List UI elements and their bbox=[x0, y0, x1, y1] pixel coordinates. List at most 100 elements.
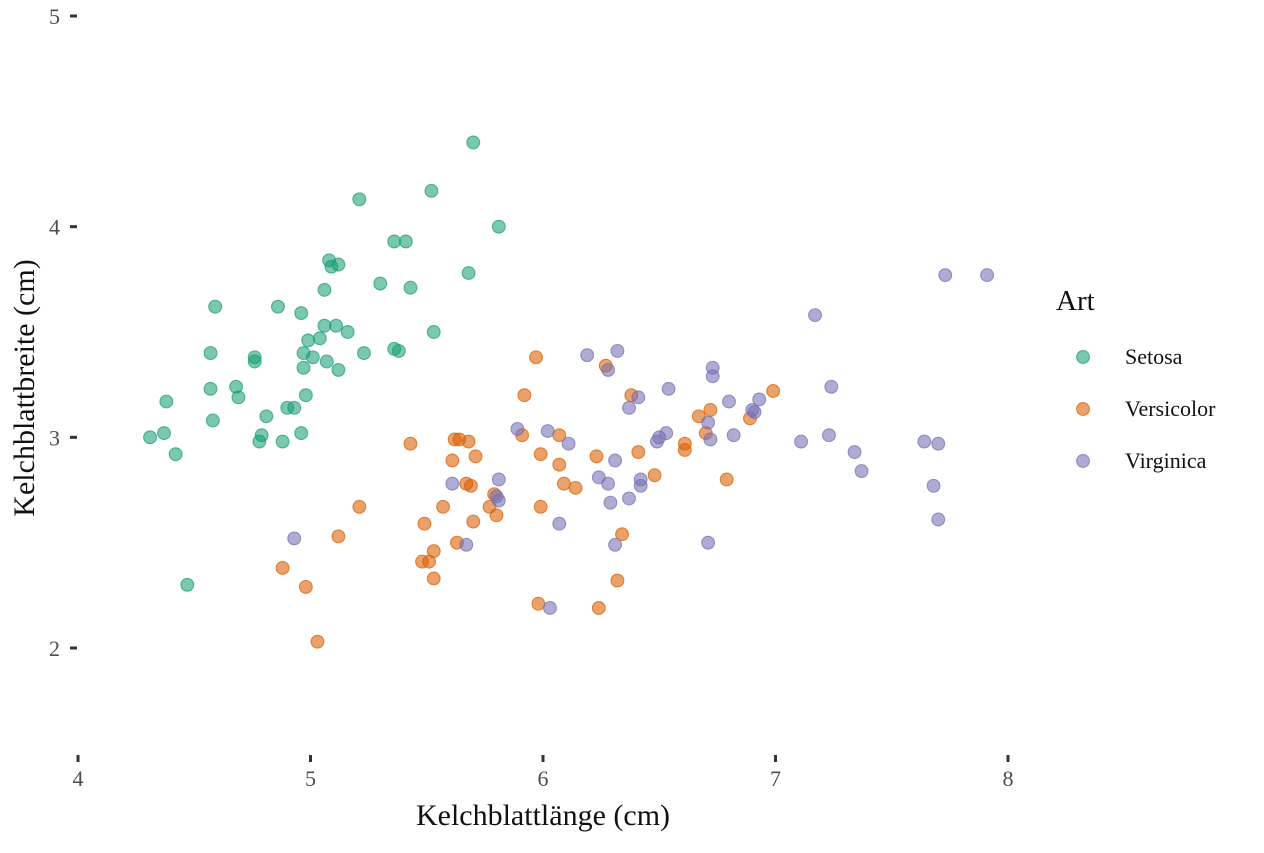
data-point bbox=[766, 384, 781, 398]
data-point bbox=[752, 392, 767, 407]
data-point bbox=[298, 388, 313, 403]
data-point bbox=[608, 453, 623, 468]
data-point bbox=[301, 333, 316, 348]
data-point bbox=[294, 306, 309, 320]
data-point bbox=[822, 428, 836, 443]
data-point bbox=[543, 601, 557, 615]
x-tick-label: 5 bbox=[305, 766, 316, 791]
data-point bbox=[331, 529, 346, 544]
data-point bbox=[824, 379, 839, 394]
data-point bbox=[259, 409, 274, 424]
data-point bbox=[459, 537, 474, 552]
data-point bbox=[373, 276, 388, 291]
legend: Art Setosa Versicolor Virginica bbox=[1056, 285, 1216, 473]
data-point bbox=[705, 360, 720, 375]
data-point bbox=[445, 453, 460, 468]
data-point bbox=[254, 428, 269, 443]
data-point bbox=[298, 579, 313, 594]
data-point bbox=[491, 472, 506, 487]
data-point bbox=[159, 394, 174, 409]
data-point bbox=[726, 428, 741, 443]
legend-label: Virginica bbox=[1125, 448, 1207, 473]
legend-items: Setosa Versicolor Virginica bbox=[1076, 344, 1216, 473]
x-tick-label: 7 bbox=[770, 766, 781, 791]
data-point bbox=[491, 219, 506, 234]
data-point bbox=[357, 346, 371, 361]
data-point bbox=[275, 560, 290, 575]
data-point bbox=[677, 443, 692, 457]
data-point bbox=[287, 531, 302, 546]
data-point bbox=[610, 573, 625, 588]
data-point bbox=[491, 493, 506, 508]
data-point bbox=[517, 388, 532, 403]
data-point bbox=[391, 344, 406, 358]
data-point bbox=[722, 394, 736, 409]
data-point bbox=[591, 601, 606, 615]
data-point bbox=[317, 282, 332, 297]
data-point bbox=[531, 596, 546, 611]
data-point bbox=[143, 430, 158, 445]
data-point bbox=[426, 544, 441, 559]
data-point bbox=[331, 362, 346, 377]
data-point bbox=[510, 421, 525, 436]
data-point bbox=[703, 402, 718, 417]
data-point bbox=[556, 476, 571, 491]
data-point bbox=[403, 436, 418, 451]
legend-label: Setosa bbox=[1125, 344, 1183, 369]
data-point bbox=[287, 400, 302, 415]
x-tick-label: 6 bbox=[538, 766, 549, 791]
data-point bbox=[417, 516, 432, 531]
data-point bbox=[275, 434, 290, 449]
data-point bbox=[603, 495, 618, 510]
y-tick-label: 3 bbox=[49, 425, 60, 450]
data-point bbox=[247, 354, 262, 369]
legend-title: Art bbox=[1056, 285, 1095, 317]
data-point bbox=[168, 447, 183, 462]
data-point bbox=[533, 447, 548, 462]
data-point bbox=[310, 634, 325, 649]
legend-label: Versicolor bbox=[1125, 396, 1216, 421]
data-point bbox=[403, 280, 418, 295]
data-point bbox=[305, 350, 320, 365]
data-point bbox=[719, 472, 734, 487]
data-point bbox=[931, 512, 946, 527]
data-point bbox=[608, 537, 623, 552]
data-point bbox=[631, 390, 646, 405]
data-point bbox=[794, 434, 809, 449]
x-tick-label: 4 bbox=[73, 766, 84, 791]
data-point bbox=[208, 299, 223, 314]
data-point bbox=[398, 234, 413, 249]
axes-layer: 4 5 6 7 8 2 3 4 5 bbox=[49, 4, 1014, 791]
data-point bbox=[352, 192, 367, 207]
legend-key bbox=[1076, 454, 1090, 468]
data-point bbox=[580, 348, 595, 363]
data-point bbox=[468, 449, 483, 464]
data-point bbox=[540, 424, 555, 438]
data-point bbox=[466, 514, 481, 529]
data-point bbox=[533, 499, 548, 514]
data-point bbox=[436, 499, 450, 514]
y-axis-title: Kelchblattbreite (cm) bbox=[8, 259, 41, 516]
data-point bbox=[926, 478, 941, 493]
data-point bbox=[319, 354, 334, 369]
data-point bbox=[461, 266, 476, 280]
data-point bbox=[312, 331, 327, 346]
data-point bbox=[552, 457, 567, 472]
data-point bbox=[331, 257, 346, 272]
data-point bbox=[445, 476, 460, 491]
legend-key bbox=[1076, 350, 1090, 364]
y-tick-label: 4 bbox=[49, 215, 60, 240]
data-point bbox=[340, 325, 355, 339]
data-point bbox=[931, 436, 946, 451]
data-point bbox=[461, 434, 476, 449]
data-point bbox=[157, 426, 171, 441]
data-point bbox=[938, 268, 953, 283]
data-point bbox=[622, 400, 636, 415]
data-point bbox=[296, 360, 311, 375]
data-point bbox=[589, 449, 604, 464]
y-tick-label: 5 bbox=[49, 4, 60, 29]
data-point bbox=[568, 480, 583, 495]
data-point bbox=[329, 318, 344, 333]
data-point bbox=[203, 346, 218, 361]
